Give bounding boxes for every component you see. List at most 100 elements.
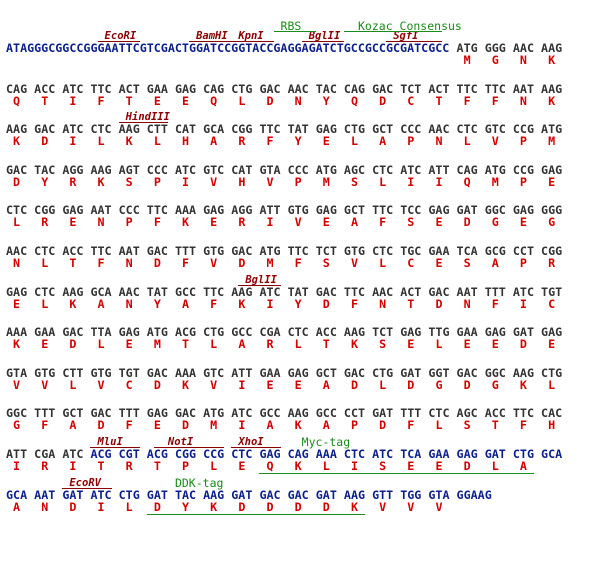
amino-acid: M	[210, 418, 218, 433]
codon: GCG	[484, 244, 506, 258]
amino-acid: I	[435, 174, 443, 189]
amino-acid: L	[379, 256, 387, 270]
amino-acid: D	[182, 418, 190, 433]
codon: TTA	[90, 325, 112, 340]
codon: CTG	[118, 487, 140, 502]
codon: AAG	[90, 162, 112, 177]
codon: TTT	[34, 406, 56, 421]
underline	[189, 41, 232, 42]
underline	[259, 473, 534, 474]
codon: ATG	[315, 162, 337, 177]
codon: GAA	[428, 244, 450, 258]
enzyme-label: KpnI	[238, 30, 264, 42]
codon: GAC	[90, 406, 112, 421]
codon: CGA	[34, 447, 56, 461]
codon: AGC	[456, 406, 478, 421]
amino-acid: A	[13, 499, 21, 514]
amino-acid: E	[125, 337, 133, 352]
amino-acid: E	[13, 296, 21, 311]
codon: AAC	[118, 284, 140, 299]
codon: TTC	[203, 284, 225, 299]
amino-acid: L	[153, 134, 161, 149]
amino-acid: Y	[294, 296, 302, 311]
codon: GTT	[372, 487, 394, 502]
amino-acid: D	[463, 377, 471, 392]
amino-acid: F	[41, 418, 49, 433]
codon: ATC	[62, 81, 84, 96]
codon: CTG	[231, 81, 253, 96]
amino-acid: R	[238, 134, 246, 149]
amino-acid: A	[182, 296, 190, 311]
codon: CAG	[6, 81, 28, 96]
amino-acid: D	[322, 296, 330, 311]
codon: ACC	[315, 325, 337, 340]
codon: GTC	[484, 122, 506, 137]
amino-acid: K	[294, 459, 302, 473]
amino-acid: D	[69, 499, 77, 514]
codon: TAC	[174, 487, 197, 502]
amino-acid: L	[322, 459, 330, 473]
amino-acid: N	[97, 215, 105, 230]
amino-acid: N	[519, 93, 527, 108]
codon: TTC	[343, 284, 366, 299]
codon: GAA	[259, 365, 281, 380]
tag-label: Myc-tag	[301, 435, 351, 449]
amino-acid: M	[153, 337, 161, 352]
amino-acid: D	[41, 134, 49, 149]
codon: CAG	[203, 81, 225, 96]
codon: AAG	[541, 81, 563, 96]
amino-acid: D	[350, 377, 358, 392]
amino-acid: I	[238, 377, 246, 392]
codon: GAC	[259, 487, 281, 502]
codon: GAG	[428, 203, 450, 218]
codon: TTT	[484, 284, 506, 299]
codon: AAG	[343, 325, 366, 340]
amino-acid: D	[238, 499, 246, 514]
enzyme-label: NotI	[167, 436, 194, 448]
amino-acid: N	[519, 53, 527, 67]
codon: CTG	[203, 325, 225, 340]
codon: GCA	[6, 487, 28, 502]
amino-acid: T	[182, 337, 190, 352]
codon: AAA	[6, 325, 28, 340]
amino-acid: I	[519, 296, 527, 311]
amino-acid: I	[69, 459, 77, 473]
codon: CTG	[541, 365, 563, 380]
codon: CCT	[512, 244, 534, 258]
underline	[301, 41, 344, 42]
amino-acid: L	[379, 174, 387, 189]
underline	[90, 447, 140, 448]
codon: GGC	[6, 406, 28, 421]
codon: CTG	[512, 447, 534, 461]
codon: GAG	[203, 203, 225, 218]
codon: ATG	[203, 406, 225, 421]
codon: AAC	[428, 122, 450, 137]
codon: GAG	[512, 203, 534, 218]
amino-acid: V	[407, 499, 415, 514]
amino-acid: D	[266, 499, 274, 514]
amino-acid: C	[407, 93, 415, 108]
amino-acid: A	[322, 377, 330, 392]
codon: AAG	[6, 122, 28, 137]
amino-acid: F	[266, 134, 274, 149]
codon: TTC	[259, 122, 281, 137]
codon: GAG	[315, 122, 337, 137]
codon: TTT	[400, 406, 422, 421]
amino-acid: A	[266, 418, 274, 433]
amino-acid: I	[69, 134, 77, 149]
codon: GGG	[541, 203, 563, 218]
codon: GAC	[428, 284, 450, 299]
codon: ACG	[174, 325, 197, 340]
codon: AAG	[541, 41, 563, 55]
codon: GAA	[34, 325, 56, 340]
amino-acid: R	[41, 459, 49, 473]
amino-acid: E	[548, 174, 556, 189]
amino-acid: E	[210, 215, 218, 230]
codon: AGC	[343, 162, 366, 177]
codon: AAT	[118, 244, 140, 258]
codon: GAC	[34, 122, 56, 137]
codon: GAC	[146, 365, 168, 380]
codon: GTG	[90, 365, 112, 380]
amino-acid: S	[125, 174, 133, 189]
amino-acid: M	[266, 256, 274, 270]
